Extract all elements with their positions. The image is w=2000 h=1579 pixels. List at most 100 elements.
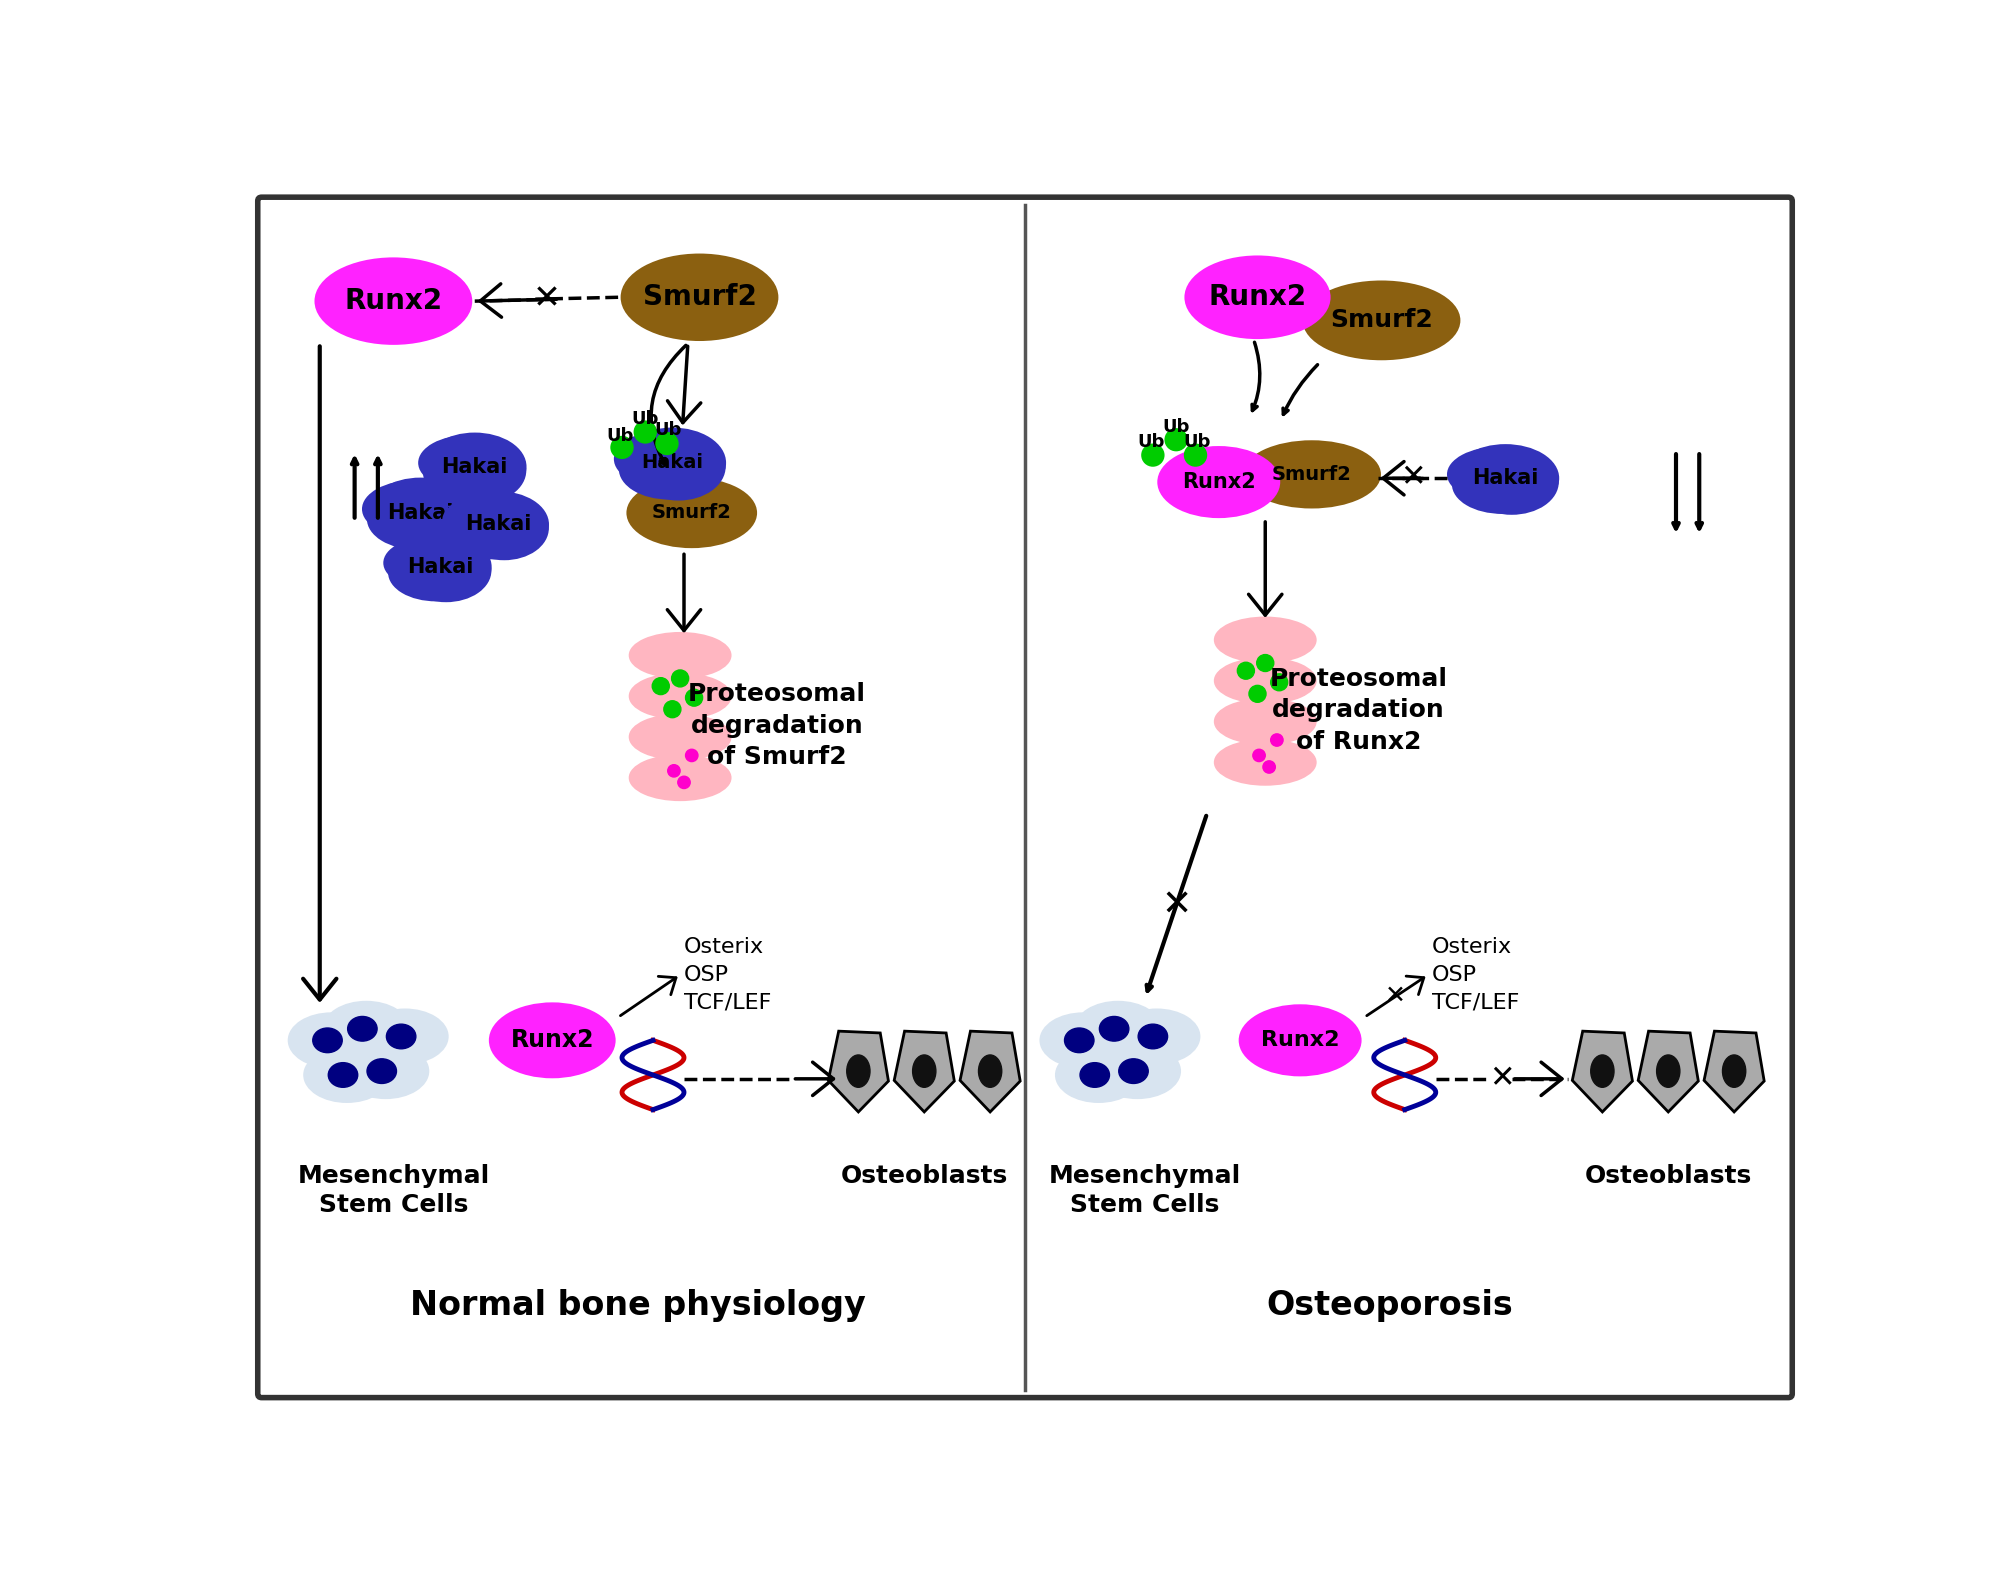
Ellipse shape: [386, 1025, 416, 1048]
Circle shape: [1270, 734, 1284, 747]
Ellipse shape: [424, 444, 518, 502]
Circle shape: [1252, 750, 1266, 761]
Ellipse shape: [1214, 617, 1316, 662]
Ellipse shape: [1304, 283, 1460, 358]
Text: Smurf2: Smurf2: [652, 504, 732, 523]
Ellipse shape: [1214, 699, 1316, 744]
Circle shape: [1248, 685, 1266, 703]
Ellipse shape: [288, 1014, 374, 1067]
Ellipse shape: [328, 1063, 358, 1088]
Text: Ub: Ub: [1162, 417, 1190, 436]
Polygon shape: [960, 1031, 1020, 1112]
Ellipse shape: [312, 1028, 342, 1053]
Ellipse shape: [460, 496, 548, 561]
Text: Ub: Ub: [1184, 433, 1210, 452]
Ellipse shape: [418, 434, 518, 491]
Ellipse shape: [388, 545, 484, 602]
Ellipse shape: [390, 535, 490, 598]
Circle shape: [672, 669, 688, 687]
Ellipse shape: [630, 755, 730, 801]
Ellipse shape: [632, 433, 726, 501]
Text: Proteosomal
degradation
of Runx2: Proteosomal degradation of Runx2: [1270, 666, 1448, 755]
Polygon shape: [1638, 1031, 1698, 1112]
Text: ✕: ✕: [1400, 464, 1426, 493]
Ellipse shape: [1214, 741, 1316, 785]
Text: Runx2: Runx2: [1208, 283, 1306, 311]
Text: Proteosomal
degradation
of Smurf2: Proteosomal degradation of Smurf2: [688, 682, 866, 769]
Text: Hakai: Hakai: [442, 456, 508, 477]
Ellipse shape: [348, 1017, 378, 1041]
Ellipse shape: [1214, 658, 1316, 703]
Ellipse shape: [1076, 1001, 1160, 1056]
Text: Osterix
OSP
TCF/LEF: Osterix OSP TCF/LEF: [1432, 936, 1520, 1012]
Text: Runx2: Runx2: [1260, 1031, 1340, 1050]
Polygon shape: [894, 1031, 954, 1112]
Ellipse shape: [1590, 1055, 1614, 1088]
Text: Ub: Ub: [632, 411, 658, 428]
Ellipse shape: [620, 429, 724, 497]
Circle shape: [1166, 429, 1186, 450]
Ellipse shape: [344, 1044, 428, 1097]
Polygon shape: [1572, 1031, 1632, 1112]
Ellipse shape: [368, 478, 472, 546]
Text: Osterix
OSP
TCF/LEF: Osterix OSP TCF/LEF: [684, 936, 772, 1012]
Text: Hakai: Hakai: [464, 515, 532, 534]
Ellipse shape: [1454, 445, 1558, 512]
Ellipse shape: [442, 493, 542, 548]
Text: Hakai: Hakai: [642, 453, 704, 472]
Circle shape: [678, 777, 690, 788]
FancyBboxPatch shape: [258, 197, 1792, 1397]
Ellipse shape: [1056, 1048, 1142, 1102]
Ellipse shape: [846, 1055, 870, 1088]
Circle shape: [634, 422, 656, 442]
Ellipse shape: [1064, 1028, 1094, 1053]
Ellipse shape: [316, 259, 470, 344]
Ellipse shape: [366, 488, 466, 549]
Circle shape: [1142, 444, 1164, 466]
Ellipse shape: [630, 674, 730, 718]
Ellipse shape: [978, 1055, 1002, 1088]
Polygon shape: [1704, 1031, 1764, 1112]
Ellipse shape: [490, 1004, 614, 1077]
Text: Hakai: Hakai: [1472, 469, 1538, 488]
Text: Runx2: Runx2: [344, 287, 442, 316]
Text: Hakai: Hakai: [406, 557, 474, 576]
Circle shape: [1262, 761, 1276, 774]
Text: Runx2: Runx2: [510, 1028, 594, 1052]
Circle shape: [1238, 662, 1254, 679]
Text: Smurf2: Smurf2: [1330, 308, 1432, 333]
Ellipse shape: [448, 493, 548, 556]
Text: Mesenchymal
Stem Cells: Mesenchymal Stem Cells: [298, 1164, 490, 1217]
Ellipse shape: [368, 1060, 396, 1083]
Text: Ub: Ub: [1138, 433, 1166, 452]
Ellipse shape: [1100, 1017, 1128, 1041]
Circle shape: [612, 437, 632, 458]
Ellipse shape: [1118, 1060, 1148, 1083]
Text: Ub: Ub: [606, 426, 634, 445]
Text: Hakai: Hakai: [388, 502, 454, 523]
Ellipse shape: [1722, 1055, 1746, 1088]
Ellipse shape: [1240, 1006, 1360, 1075]
Text: Mesenchymal
Stem Cells: Mesenchymal Stem Cells: [1048, 1164, 1242, 1217]
Circle shape: [656, 433, 678, 455]
Ellipse shape: [362, 480, 466, 538]
Ellipse shape: [614, 429, 718, 488]
Ellipse shape: [424, 434, 526, 499]
Ellipse shape: [304, 1048, 390, 1102]
Ellipse shape: [1158, 447, 1278, 516]
Text: Osteoporosis: Osteoporosis: [1266, 1290, 1512, 1323]
Ellipse shape: [1656, 1055, 1680, 1088]
Ellipse shape: [1186, 257, 1330, 338]
Text: Ub: Ub: [654, 422, 682, 439]
Ellipse shape: [1114, 1009, 1200, 1063]
Circle shape: [664, 701, 680, 718]
Ellipse shape: [324, 1001, 408, 1056]
Circle shape: [1270, 674, 1288, 690]
Circle shape: [1256, 655, 1274, 671]
Text: Smurf2: Smurf2: [1272, 464, 1352, 483]
Polygon shape: [828, 1031, 888, 1112]
Ellipse shape: [436, 437, 526, 504]
Ellipse shape: [1464, 450, 1558, 515]
Ellipse shape: [618, 439, 718, 499]
Text: Osteoblasts: Osteoblasts: [840, 1164, 1008, 1187]
